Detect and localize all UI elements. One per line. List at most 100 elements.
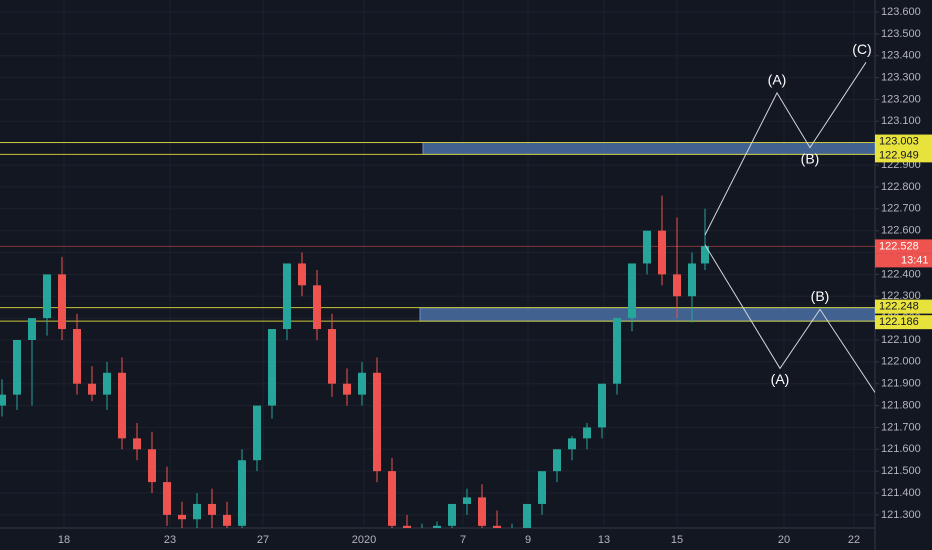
price-label: 122.186 [879,316,919,328]
candle-body [43,274,51,319]
y-tick-label: 123.300 [881,72,921,84]
candle-body [538,471,546,504]
price-label-bg [875,239,932,254]
y-tick-label: 121.600 [881,443,921,455]
candle-body [628,263,636,319]
wave-projection [704,244,875,393]
candle-body [658,230,666,275]
x-tick-label: 9 [525,534,531,546]
y-tick-label: 122.300 [881,290,921,302]
y-tick-label: 122.100 [881,334,921,346]
candle-body [568,438,576,450]
countdown-bg [875,253,932,268]
candle-body [523,503,531,528]
y-tick-label: 123.400 [881,50,921,62]
price-label: 123.003 [879,135,919,147]
candle-body [343,383,351,395]
candle-body [553,449,561,472]
price-label-bg [875,299,932,314]
candle-body [448,503,456,526]
candle-body [358,372,366,395]
x-tick-label: 7 [460,534,466,546]
y-tick-label: 123.600 [881,6,921,18]
candle-body [88,383,96,395]
candle-body [268,329,276,406]
y-tick-label: 123.500 [881,28,921,40]
x-tick-label: 18 [58,534,70,546]
price-label: 122.248 [879,301,919,313]
candle-body [313,285,321,330]
candle-body [463,497,471,504]
candle-body [238,460,246,526]
y-tick-label: 122.700 [881,203,921,215]
x-tick-label: 22 [848,534,860,546]
y-tick-label: 121.800 [881,399,921,411]
candle-body [178,514,186,520]
candle-body [598,383,606,428]
grid [0,0,875,528]
price-label: 122.949 [879,149,919,161]
x-tick-label: 23 [164,534,176,546]
candle-body [673,274,681,297]
y-tick-label: 123.100 [881,115,921,127]
candle-body [433,525,441,528]
wave-label: (B) [811,288,830,304]
price-label-bg [875,148,932,163]
candle-body [688,263,696,297]
x-tick-label: 20 [778,534,790,546]
candle-body [73,329,81,384]
candle-body [13,339,21,395]
y-tick-label: 121.500 [881,465,921,477]
candle-body [478,497,486,526]
candle-body [583,427,591,439]
x-tick-label: 13 [598,534,610,546]
wave-label: (C) [852,41,871,57]
candle-body [208,503,216,515]
candle-body [148,449,156,483]
candle-body [283,263,291,330]
candle-body [493,525,501,528]
y-tick-label: 121.900 [881,378,921,390]
candle-body [701,245,709,264]
axes: 121.300 121.400 121.500 121.600 121.700 121.8… [58,6,932,546]
candle-body [253,405,261,461]
y-tick-label: 122.400 [881,268,921,280]
wave-label: (A) [771,371,790,387]
candle-body [28,318,36,340]
candle-body [403,525,411,528]
candle-body [103,372,111,395]
y-tick-label: 121.400 [881,487,921,499]
price-label: 122.528 [879,240,919,252]
x-tick-label: 2020 [352,534,376,546]
plot-area [0,62,875,528]
x-tick-label: 15 [671,534,683,546]
candle-body [193,503,201,520]
wave-label: (A) [768,72,787,88]
y-tick-label: 122.600 [881,225,921,237]
y-tick-label: 122.000 [881,356,921,368]
y-tick-label: 123.200 [881,93,921,105]
wave-projection [704,62,867,236]
zone [419,307,875,322]
candle-body [118,372,126,439]
candle-body [613,318,621,384]
candle-body [643,230,651,264]
wave-label: (B) [801,150,820,166]
x-tick-label: 27 [257,534,269,546]
price-label-bg [875,315,932,330]
candle-body [0,394,6,406]
candle-body [328,329,336,384]
candle-body [373,372,381,472]
y-tick-label: 122.800 [881,181,921,193]
candle-body [388,471,396,526]
candle-body [223,514,231,526]
candle-body [163,482,171,515]
countdown: 13:41 [901,254,929,266]
y-tick-label: 121.300 [881,509,921,521]
y-tick-label: 121.700 [881,421,921,433]
candle-body [133,438,141,450]
candle-body [58,274,66,330]
price-label-bg [875,134,932,149]
